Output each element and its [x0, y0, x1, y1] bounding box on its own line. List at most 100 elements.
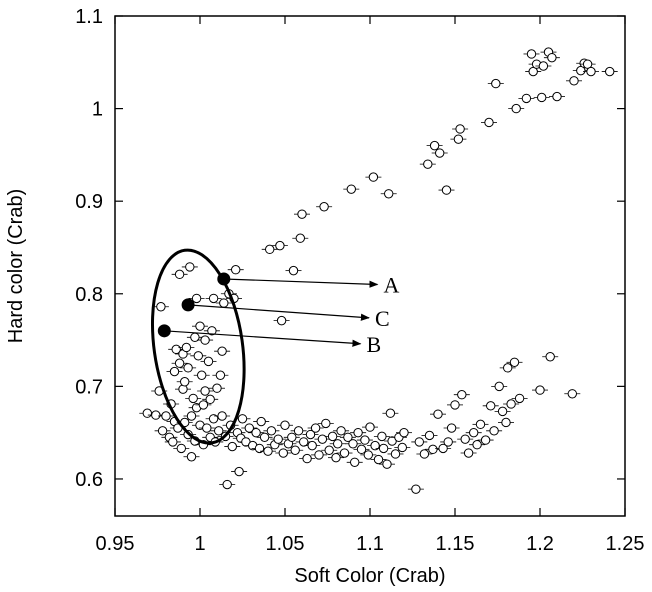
data-point [501, 417, 511, 428]
annotations: ACB [150, 248, 400, 445]
data-point [552, 91, 562, 102]
data-point [200, 386, 210, 396]
y-tick-label: 0.9 [75, 191, 103, 213]
data-point [370, 440, 380, 451]
data-point [273, 434, 283, 444]
data-point [373, 454, 384, 465]
data-point [514, 393, 525, 404]
data-point [215, 370, 226, 380]
data-point [433, 409, 443, 419]
data-point [545, 352, 555, 362]
data-point [207, 326, 217, 336]
data-point [350, 457, 360, 467]
x-axis: 0.95 1 1.05 1.1 1.15 1.2 1.25 [96, 16, 644, 555]
data-point [489, 426, 499, 436]
data-point [259, 432, 270, 442]
data-point [494, 381, 504, 392]
data-point [423, 159, 433, 169]
data-point [343, 432, 353, 442]
x-axis-label: Soft Color (Crab) [294, 565, 445, 587]
data-point [305, 429, 316, 440]
data-point [219, 298, 229, 308]
data-point [605, 66, 615, 77]
data-point [176, 443, 187, 454]
data-point [276, 315, 287, 326]
highlight-ellipse [150, 248, 246, 445]
data-point [360, 435, 370, 445]
data-point [169, 366, 180, 377]
data-points [139, 47, 618, 494]
data-point [183, 363, 193, 373]
annotation-label: A [384, 273, 400, 298]
x-tick-label: 1.2 [526, 533, 554, 555]
data-point [198, 400, 209, 410]
data-point [537, 92, 547, 103]
data-point [475, 419, 486, 430]
data-point [299, 437, 309, 447]
data-point [586, 66, 596, 77]
data-point [265, 244, 275, 255]
data-point [526, 49, 537, 59]
data-point [203, 356, 214, 367]
data-point [227, 441, 238, 452]
highlighted-point [181, 298, 195, 312]
data-point [333, 439, 343, 449]
y-tick-label: 0.8 [75, 284, 103, 306]
data-point [446, 423, 457, 433]
data-point [453, 134, 464, 144]
data-point [414, 437, 424, 447]
data-point [319, 202, 329, 212]
data-point [331, 452, 341, 463]
data-point [356, 444, 367, 455]
data-point [348, 439, 358, 449]
data-point [497, 406, 508, 417]
data-point [368, 172, 379, 182]
highlighted-point [217, 272, 231, 286]
data-point [385, 408, 396, 418]
x-tick-label: 1 [194, 533, 205, 555]
data-point [202, 423, 212, 433]
data-point [168, 437, 178, 447]
data-point [547, 52, 557, 63]
data-point [293, 426, 304, 436]
data-point [438, 443, 448, 454]
annotation-label: C [375, 306, 390, 331]
data-point [346, 184, 356, 194]
x-tick-label: 1.05 [266, 533, 305, 555]
data-point [287, 432, 297, 442]
data-point [441, 185, 452, 195]
data-point [463, 448, 474, 458]
y-tick-label: 1 [92, 99, 103, 121]
data-point [424, 430, 435, 441]
annotation-arrow [223, 278, 379, 288]
data-point [151, 410, 161, 420]
data-point [256, 416, 266, 427]
data-point [399, 427, 409, 438]
data-point [234, 466, 244, 477]
data-point [339, 448, 350, 458]
data-point [254, 443, 265, 454]
x-tick-label: 1.15 [436, 533, 475, 555]
data-point [314, 450, 324, 460]
data-point [429, 140, 440, 151]
data-point [205, 394, 215, 405]
data-point [275, 240, 285, 251]
x-tick-label: 0.95 [96, 533, 135, 555]
data-point [174, 269, 185, 280]
data-point [193, 351, 204, 361]
data-point [288, 265, 299, 276]
data-point [157, 426, 168, 436]
data-point [455, 124, 465, 134]
data-point [390, 449, 401, 459]
annotation-arrow [164, 330, 362, 347]
data-point [180, 377, 190, 387]
data-point [469, 427, 479, 438]
data-point [231, 265, 241, 275]
data-point [263, 446, 273, 456]
data-point [171, 344, 181, 355]
data-point [384, 189, 394, 199]
data-point [142, 408, 153, 418]
data-point [208, 414, 219, 424]
data-point [382, 459, 392, 469]
